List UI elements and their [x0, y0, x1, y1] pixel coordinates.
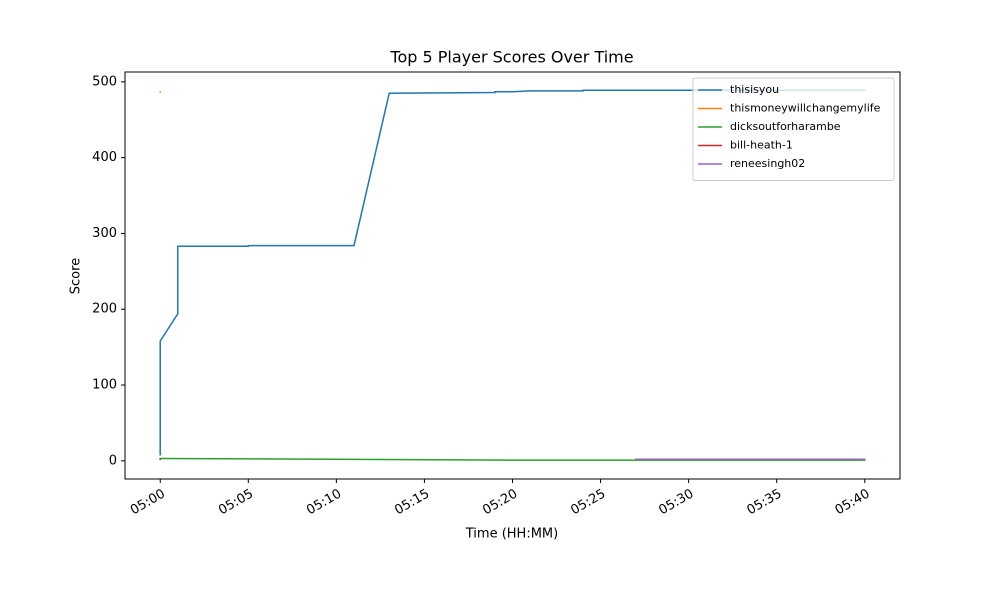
y-tick-label: 500 — [92, 74, 117, 89]
legend-box — [692, 77, 895, 181]
legend-label: thisisyou — [730, 83, 779, 96]
series-line — [159, 457, 866, 461]
legend-label: bill-heath-1 — [730, 139, 793, 152]
y-tick-label: 400 — [92, 150, 117, 165]
y-tick-label: 300 — [92, 226, 117, 241]
y-tick-label: 200 — [92, 302, 117, 317]
legend-label: thismoneywillchangemylife — [730, 102, 881, 115]
y-tick-label: 0 — [109, 453, 117, 468]
y-axis-label: Score — [69, 258, 84, 294]
series-line — [159, 89, 866, 456]
legend: thisisyou thismoneywillchangemylife dickso… — [692, 77, 895, 181]
legend-label: reneesingh02 — [730, 157, 805, 170]
y-tick-label: 100 — [92, 378, 117, 393]
chart-title: Top 5 Player Scores Over Time — [389, 48, 633, 67]
plot-frame — [124, 71, 901, 480]
x-axis-label: Time (HH:MM) — [465, 527, 558, 542]
legend-label: dicksoutforharambe — [730, 120, 841, 133]
